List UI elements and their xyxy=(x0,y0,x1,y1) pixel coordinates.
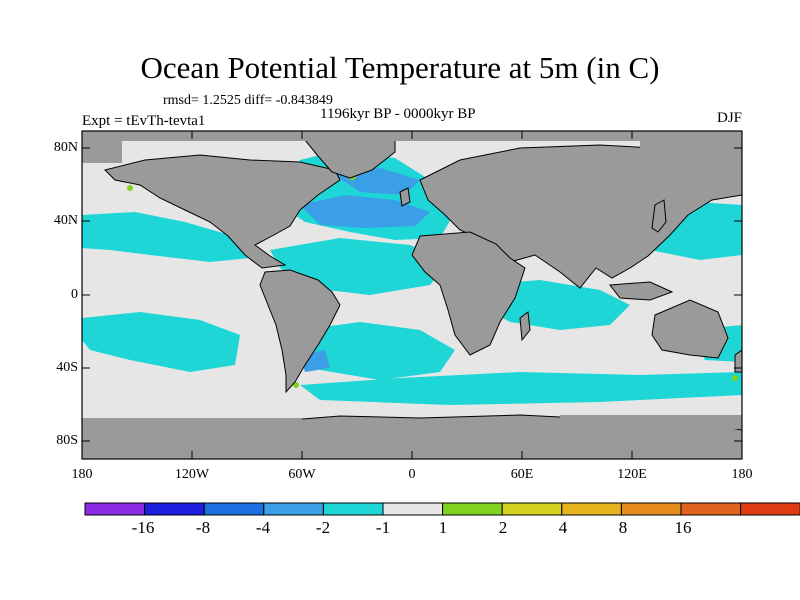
x-tick-label: 60W xyxy=(288,467,316,482)
landmass-australia xyxy=(651,299,729,359)
colorbar xyxy=(84,502,800,516)
colorbar-label: 8 xyxy=(618,518,628,537)
landmass-south-america xyxy=(259,269,341,394)
x-tick-label: 120E xyxy=(617,467,647,482)
experiment-label: Expt = tEvTh-tevta1 xyxy=(82,113,206,129)
colorbar-label: 4 xyxy=(558,518,568,537)
colorbar-label: -8 xyxy=(195,518,211,537)
y-tick-label: 80N xyxy=(53,140,78,155)
landmass-north-america xyxy=(104,154,341,269)
x-tick-label: 120W xyxy=(174,467,210,482)
colorbar-swatch xyxy=(620,502,682,516)
colorbar-swatch xyxy=(263,502,324,516)
colorbar-swatch xyxy=(740,502,800,516)
y-tick-label: 80S xyxy=(56,433,78,448)
season-label: DJF xyxy=(716,110,742,126)
y-tick-label: 40N xyxy=(53,213,78,228)
landmass-new-zealand xyxy=(734,349,742,373)
x-tick-label: 0 xyxy=(408,467,416,482)
plot-title: Ocean Potential Temperature at 5m (in C) xyxy=(140,50,660,85)
colorbar-label: -4 xyxy=(255,518,271,537)
colorbar-swatch xyxy=(144,502,205,516)
warm-spot xyxy=(732,375,738,381)
landmass-africa xyxy=(411,231,526,356)
anomaly-south-pacific xyxy=(82,312,240,372)
warm-spot xyxy=(127,185,133,191)
warm-spot xyxy=(293,382,299,388)
anomaly-north-pacific xyxy=(82,212,250,262)
x-tick-label: 60E xyxy=(510,467,534,482)
colorbar-label: 16 xyxy=(674,518,692,537)
colorbar-swatch xyxy=(322,502,384,516)
colorbar-label: 1 xyxy=(438,518,448,537)
colorbar-swatch xyxy=(203,502,265,516)
colorbar-swatch xyxy=(442,502,503,516)
rmsd-diff-text: rmsd= 1.2525 diff= -0.843849 xyxy=(163,93,333,108)
landmass-indonesia xyxy=(609,281,674,301)
colorbar-swatch xyxy=(680,502,742,516)
anomaly-southern-ocean xyxy=(300,372,742,405)
colorbar-label: -1 xyxy=(375,518,391,537)
colorbar-label: -2 xyxy=(315,518,331,537)
anomaly-south-atlantic xyxy=(298,322,455,380)
colorbar-swatch xyxy=(561,502,622,516)
anomaly-indian-ocean xyxy=(480,280,630,330)
x-tick-label: 180 xyxy=(731,467,753,482)
x-tick-label: 180 xyxy=(71,467,93,482)
colorbar-swatch xyxy=(501,502,563,516)
time-period-text: 1196kyr BP - 0000kyr BP xyxy=(320,106,476,122)
landmass-british-isles xyxy=(399,187,411,207)
y-tick-label: 40S xyxy=(56,360,78,375)
axis-tick-marks xyxy=(81,131,743,459)
colorbar-swatch xyxy=(84,502,146,516)
colorbar-label: 2 xyxy=(498,518,508,537)
landmass-madagascar xyxy=(519,311,531,342)
anomaly-gulf-stream xyxy=(300,195,430,228)
y-tick-label: 0 xyxy=(71,287,78,302)
colorbar-label: -16 xyxy=(131,518,155,537)
colorbar-swatch xyxy=(382,502,444,516)
landmass-japan xyxy=(651,199,667,233)
